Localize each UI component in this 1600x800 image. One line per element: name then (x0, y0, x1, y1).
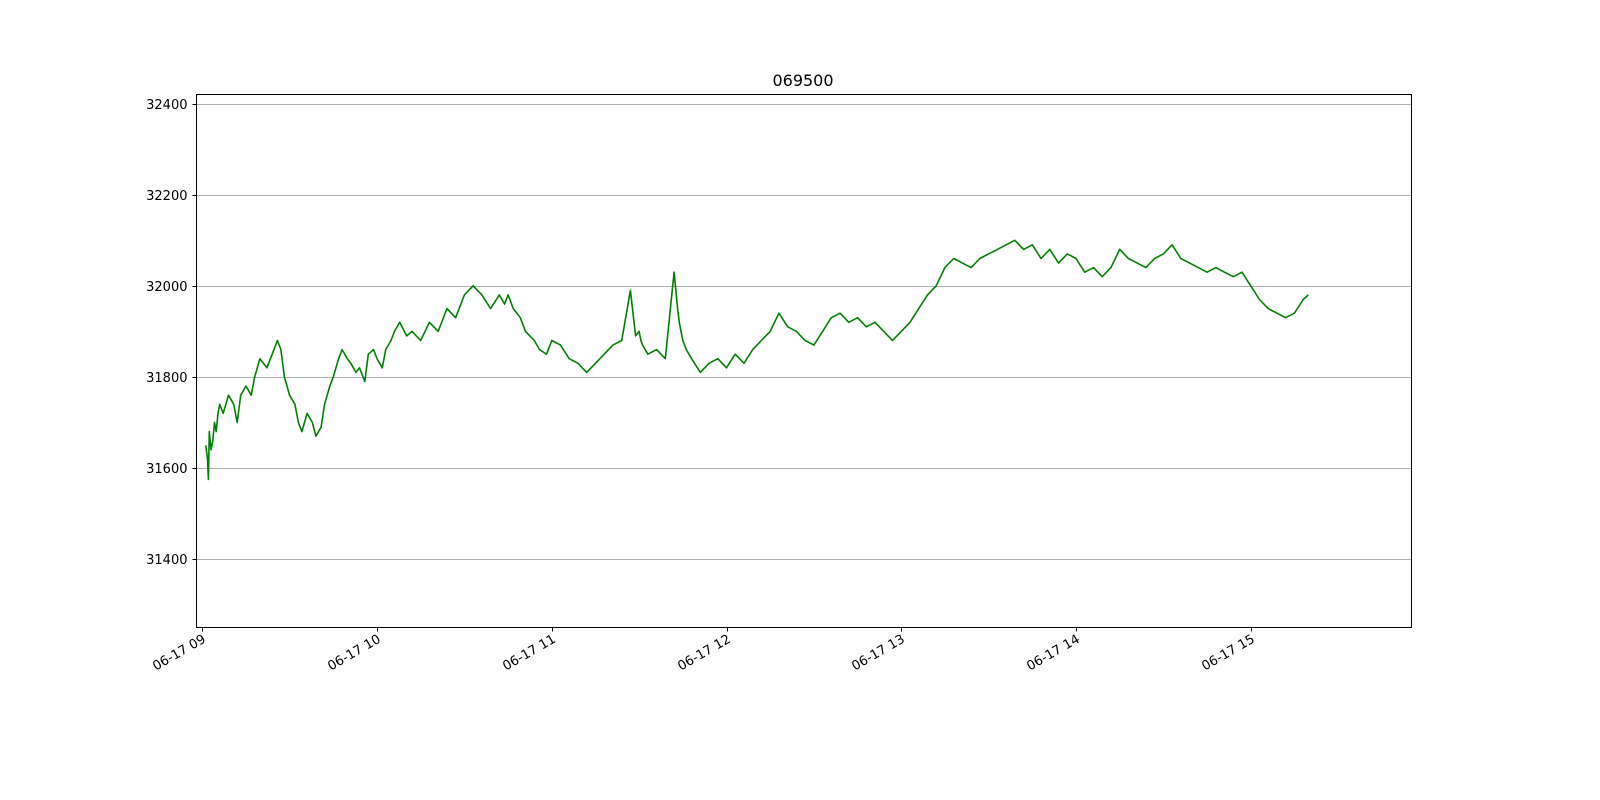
y-tick-label: 32400 (146, 98, 187, 113)
x-tick-label: 06-17 15 (1199, 632, 1257, 674)
y-tick-label: 31800 (146, 371, 187, 386)
x-axis: 06-17 09 06-17 10 06-17 11 06-17 12 06-17 13… (150, 627, 1258, 674)
x-tick-label: 06-17 13 (849, 632, 907, 674)
y-tick-label: 31600 (146, 462, 187, 477)
y-tick-label: 32000 (146, 280, 187, 295)
x-tick-label: 06-17 11 (500, 632, 558, 674)
y-tick-label: 32200 (146, 189, 187, 204)
chart-title: 069500 (772, 71, 833, 90)
y-tick-label: 31400 (146, 553, 187, 568)
x-tick-label: 06-17 12 (675, 632, 733, 674)
y-axis: 31400 31600 31800 32000 32200 32400 (146, 98, 197, 568)
y-gridlines (196, 104, 1412, 560)
x-tick-label: 06-17 10 (325, 632, 383, 674)
x-tick-label: 06-17 09 (150, 632, 208, 674)
plot-area-frame (196, 94, 1412, 628)
series-line (205, 239, 1309, 481)
x-tick-label: 06-17 14 (1024, 632, 1082, 674)
